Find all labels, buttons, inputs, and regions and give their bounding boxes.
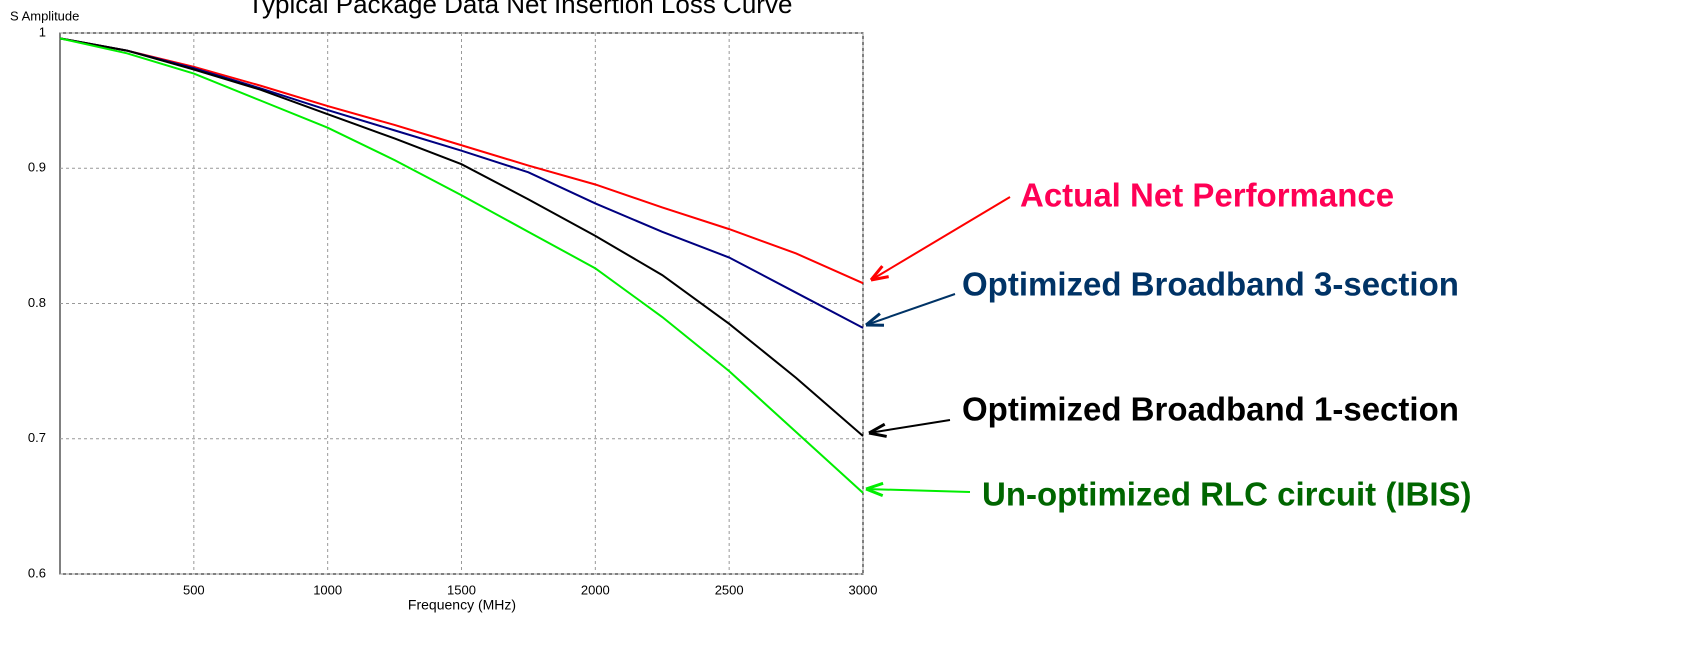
arrow-head <box>868 422 887 438</box>
x-tick-label: 1500 <box>447 582 476 597</box>
y-tick-label: 0.8 <box>28 295 46 310</box>
x-tick-label: 1000 <box>313 582 342 597</box>
x-tick-label: 2000 <box>581 582 610 597</box>
annotation-arrow <box>868 419 951 434</box>
arrow-head <box>869 265 889 282</box>
x-tick-label: 3000 <box>849 582 878 597</box>
arrow-head <box>865 481 884 498</box>
y-axis-label: S Amplitude <box>10 8 79 23</box>
series-line <box>59 37 864 329</box>
annotation-arrow <box>865 293 956 326</box>
annotation-label: Optimized Broadband 3-section <box>962 266 1459 303</box>
annotation-label: Actual Net Performance <box>1020 177 1394 214</box>
annotation-arrow <box>865 488 971 493</box>
arrow-head <box>865 312 885 327</box>
x-axis-label: Frequency (MHz) <box>408 597 516 613</box>
series-line <box>59 37 864 285</box>
y-tick-label: 1 <box>39 24 46 39</box>
annotation-label: Optimized Broadband 1-section <box>962 391 1459 428</box>
annotation-label: Un-optimized RLC circuit (IBIS) <box>982 476 1472 513</box>
chart-title: Typical Package Data Net Insertion Loss … <box>248 0 793 19</box>
annotation-arrow <box>870 196 1011 281</box>
y-tick-label: 0.6 <box>28 565 46 580</box>
x-tick-label: 2500 <box>715 582 744 597</box>
series-line <box>59 37 864 494</box>
y-tick-label: 0.7 <box>28 430 46 445</box>
y-tick-label: 0.9 <box>28 160 46 175</box>
x-tick-label: 500 <box>183 582 205 597</box>
series-line <box>59 37 864 437</box>
